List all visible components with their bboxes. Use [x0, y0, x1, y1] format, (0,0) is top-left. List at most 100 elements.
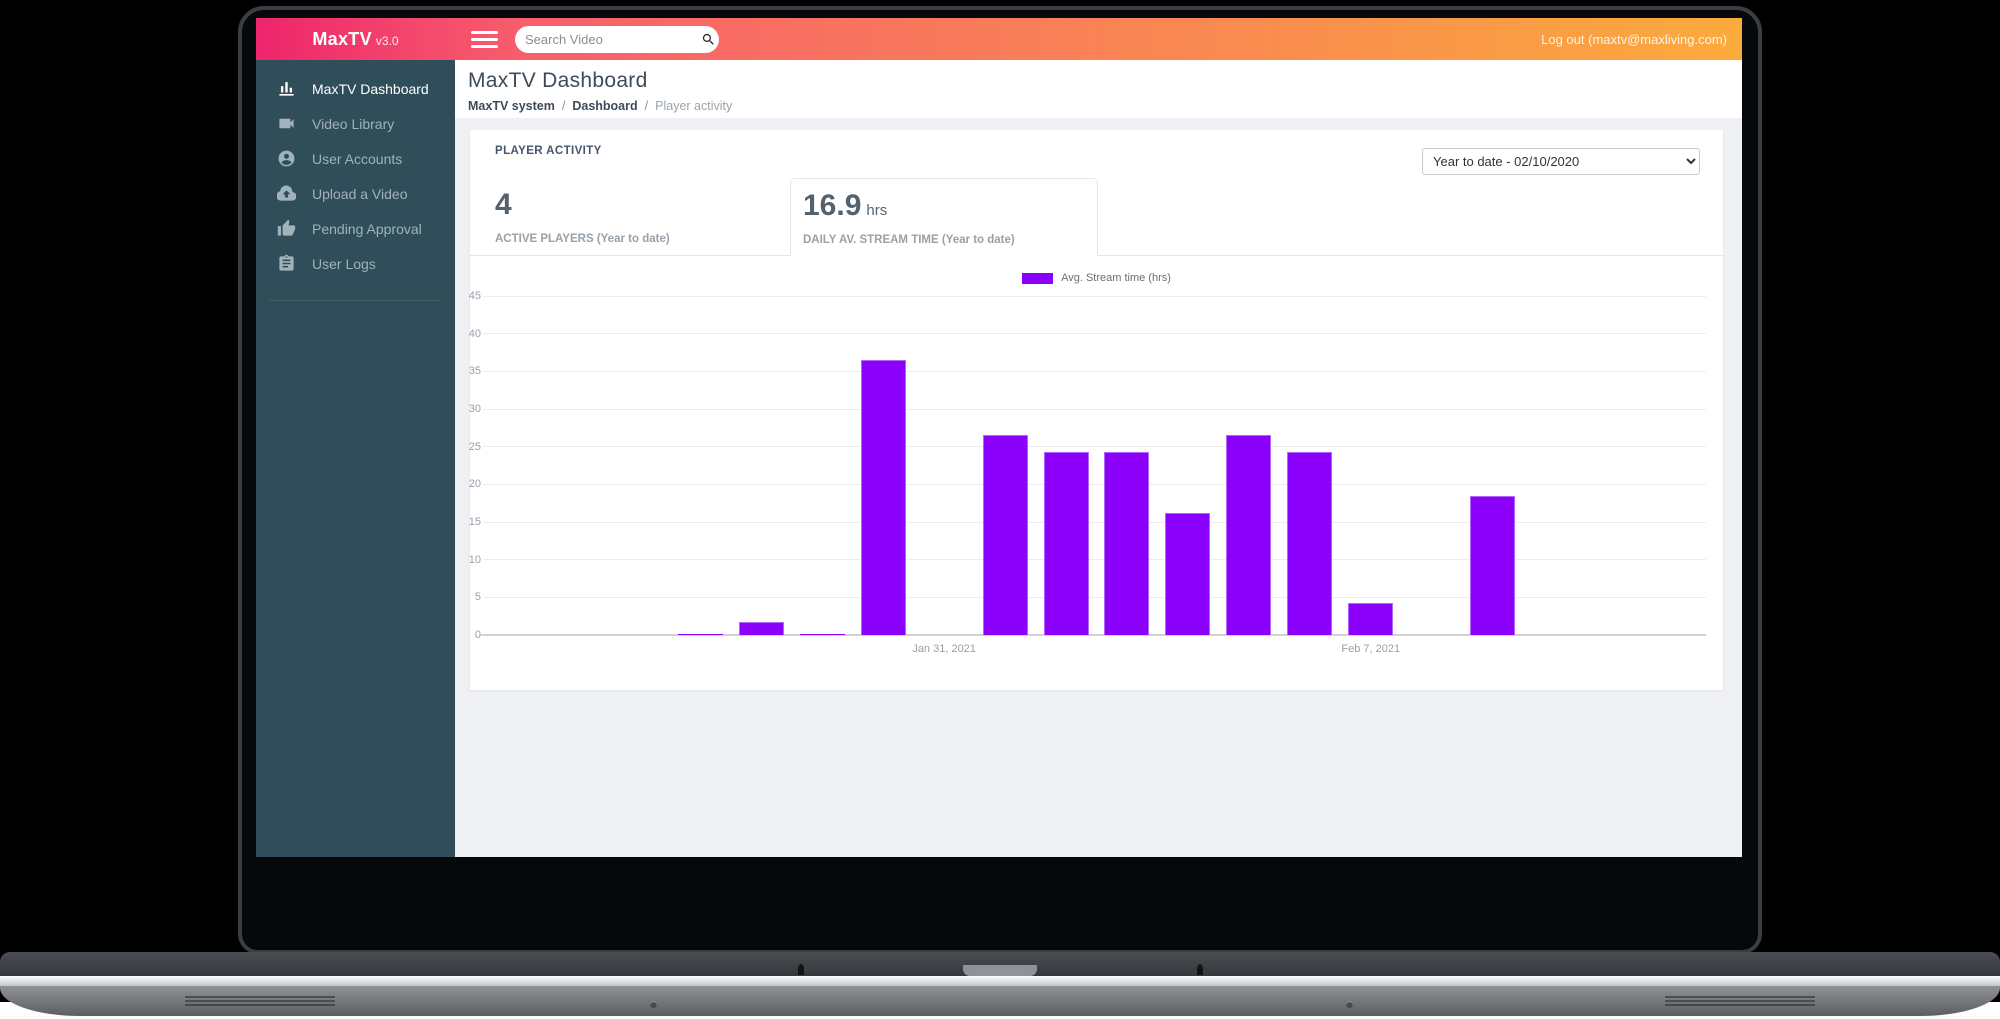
app-logo: MaxTV v3.0	[256, 29, 455, 50]
y-tick-label: 40	[468, 327, 481, 340]
y-tick-label: 30	[468, 403, 481, 415]
laptop-hinge-bar	[0, 952, 2000, 976]
page-header: MaxTV Dashboard MaxTV system / Dashboard / P…	[455, 60, 1742, 118]
screw	[1346, 1001, 1353, 1008]
sidebar-item-dashboard[interactable]: MaxTV Dashboard	[256, 71, 455, 106]
gridline	[483, 333, 1706, 335]
sidebar-item-label: Pending Approval	[312, 220, 422, 237]
logo-version: v3.0	[375, 33, 399, 48]
hinge-mark	[798, 964, 804, 975]
sidebar-nav: MaxTV Dashboard Video Library User Accou…	[256, 60, 455, 857]
logo-text: MaxTV	[312, 28, 372, 49]
hinge-mark	[1197, 964, 1203, 975]
gridline	[483, 596, 1706, 598]
stat-value: 4	[495, 188, 512, 221]
speaker-grille-left	[185, 994, 335, 1008]
bar	[1348, 603, 1394, 635]
bar	[677, 633, 723, 635]
stat-label: DAILY AV. STREAM TIME (Year to date)	[803, 234, 1015, 246]
laptop-base	[0, 952, 2000, 1016]
y-tick-label: 15	[468, 516, 481, 528]
bar	[1104, 451, 1150, 635]
cloud-upload-icon	[277, 185, 296, 201]
gridline	[483, 446, 1706, 448]
stat-active-players[interactable]: 4 ACTIVE PLAYERS (Year to date)	[470, 178, 790, 256]
user-circle-icon	[278, 150, 295, 167]
sidebar-item-label: Video Library	[312, 115, 395, 132]
stat-label: ACTIVE PLAYERS (Year to date)	[495, 233, 670, 245]
search-box[interactable]	[515, 25, 719, 53]
search-input[interactable]	[525, 31, 701, 47]
bar	[982, 435, 1028, 635]
sidebar-item-label: User Logs	[312, 255, 376, 272]
breadcrumb-separator: /	[561, 99, 566, 113]
period-select[interactable]: Year to date - 02/10/2020	[1422, 148, 1700, 175]
y-tick-label: 25	[468, 440, 481, 453]
breadcrumb-maxtv-system[interactable]: MaxTV system	[468, 99, 555, 113]
breadcrumb-player-activity: Player activity	[655, 99, 733, 113]
gridline	[483, 370, 1706, 372]
sidebar-item-upload-video[interactable]: Upload a Video	[256, 176, 455, 211]
sidebar-item-video-library[interactable]: Video Library	[256, 106, 455, 141]
bar-chart-icon	[279, 82, 294, 96]
clipboard-icon	[279, 254, 294, 271]
stat-daily-stream-time[interactable]: 16.9 hrs DAILY AV. STREAM TIME (Year to d…	[790, 178, 1098, 257]
gridline	[481, 634, 1706, 636]
y-tick-label: 20	[468, 478, 481, 491]
bar	[738, 622, 784, 635]
player-activity-panel: PLAYER ACTIVITY Year to date - 02/10/202…	[469, 130, 1723, 690]
gridline	[483, 559, 1706, 561]
y-tick-label: 5	[474, 591, 481, 604]
laptop-base-body	[0, 986, 2000, 1016]
laptop-base-edge	[0, 976, 2000, 986]
bar	[1043, 451, 1089, 635]
stat-unit: hrs	[866, 202, 888, 219]
chart-legend: Avg. Stream time (hrs)	[487, 272, 1706, 284]
sidebar-item-pending-approval[interactable]: Pending Approval	[256, 211, 455, 246]
breadcrumb: MaxTV system / Dashboard / Player activity	[468, 99, 1742, 113]
breadcrumb-separator: /	[644, 99, 649, 113]
menu-toggle-icon[interactable]	[471, 27, 498, 52]
gridline	[483, 295, 1706, 297]
y-tick-label: 0	[474, 629, 481, 641]
breadcrumb-dashboard[interactable]: Dashboard	[572, 99, 638, 113]
gridline	[483, 483, 1706, 485]
sidebar-divider	[270, 300, 441, 301]
page-title: MaxTV Dashboard	[468, 69, 648, 92]
screw	[650, 1001, 657, 1008]
search-icon[interactable]	[701, 32, 716, 47]
gridline	[483, 521, 1706, 523]
bar	[860, 360, 906, 635]
sidebar-item-user-accounts[interactable]: User Accounts	[256, 141, 455, 176]
stat-tabs: 4 ACTIVE PLAYERS (Year to date) 16.9 hrs …	[470, 178, 1723, 257]
legend-swatch	[1022, 272, 1054, 284]
x-tick-label: Jan 31, 2021	[912, 643, 976, 655]
stream-time-bar-chart: 0 5 10 15 20 25 30 35 40 45 Jan 31, 2021 Feb 7, 202…	[469, 290, 1706, 655]
x-tick-label: Feb 7, 2021	[1341, 643, 1401, 655]
legend-label: Avg. Stream time (hrs)	[1061, 272, 1171, 284]
y-tick-label: 45	[468, 290, 481, 302]
sidebar-item-label: MaxTV Dashboard	[312, 80, 429, 97]
speaker-grille-right	[1665, 994, 1815, 1008]
sidebar-item-label: Upload a Video	[312, 185, 408, 202]
laptop-lid-notch	[963, 965, 1037, 976]
gridline	[483, 408, 1706, 410]
bar	[1287, 451, 1333, 635]
y-tick-label: 35	[468, 365, 481, 378]
sidebar-item-user-logs[interactable]: User Logs	[256, 246, 455, 281]
bar	[799, 633, 845, 635]
video-camera-icon	[279, 118, 294, 129]
sidebar-item-label: User Accounts	[312, 150, 403, 167]
bar	[1165, 512, 1211, 635]
thumbs-up-icon	[277, 219, 296, 236]
bar	[1470, 495, 1516, 635]
y-tick-label: 10	[468, 553, 481, 566]
stat-value: 16.9 hrs	[803, 189, 888, 222]
panel-title: PLAYER ACTIVITY	[495, 145, 602, 157]
logout-link[interactable]: Log out (maxtv@maxliving.com)	[1541, 31, 1727, 47]
bar	[1226, 435, 1272, 635]
main-content: MaxTV Dashboard MaxTV system / Dashboard / P…	[455, 60, 1742, 857]
